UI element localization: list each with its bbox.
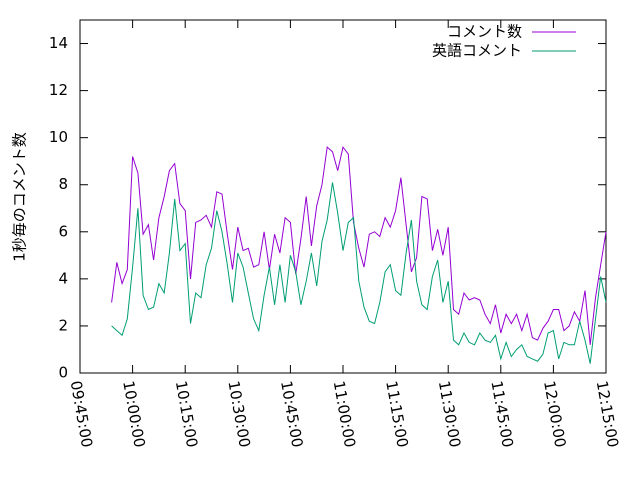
y-tick-label: 2 <box>58 316 68 334</box>
x-tick-label: 12:15:00 <box>593 379 622 448</box>
y-tick-label: 8 <box>58 175 68 193</box>
y-tick-label: 6 <box>58 222 68 240</box>
x-tick-label: 12:00:00 <box>540 379 569 448</box>
x-tick-label: 11:15:00 <box>382 379 411 448</box>
y-tick-label: 0 <box>58 364 68 382</box>
y-tick-label: 14 <box>49 34 68 52</box>
x-tick-label: 11:45:00 <box>487 379 516 448</box>
plot-border <box>79 19 607 374</box>
y-tick-label: 12 <box>49 81 68 99</box>
x-tick-label: 10:30:00 <box>224 379 253 448</box>
x-tick-label: 10:45:00 <box>277 379 306 448</box>
x-tick-label: 09:45:00 <box>67 379 96 448</box>
x-tick-label: 10:00:00 <box>119 379 148 448</box>
y-tick-label: 4 <box>58 269 68 287</box>
legend-label: コメント数 <box>447 23 522 41</box>
y-axis-label: 1秒毎のコメント数 <box>11 132 29 262</box>
y-tick-label: 10 <box>49 128 68 146</box>
x-tick-label: 10:15:00 <box>172 379 201 448</box>
x-tick-label: 11:30:00 <box>435 379 464 448</box>
series-line <box>111 145 607 345</box>
x-tick-label: 11:00:00 <box>330 379 359 448</box>
legend-label: 英語コメント <box>432 42 522 60</box>
series-line <box>111 182 607 364</box>
